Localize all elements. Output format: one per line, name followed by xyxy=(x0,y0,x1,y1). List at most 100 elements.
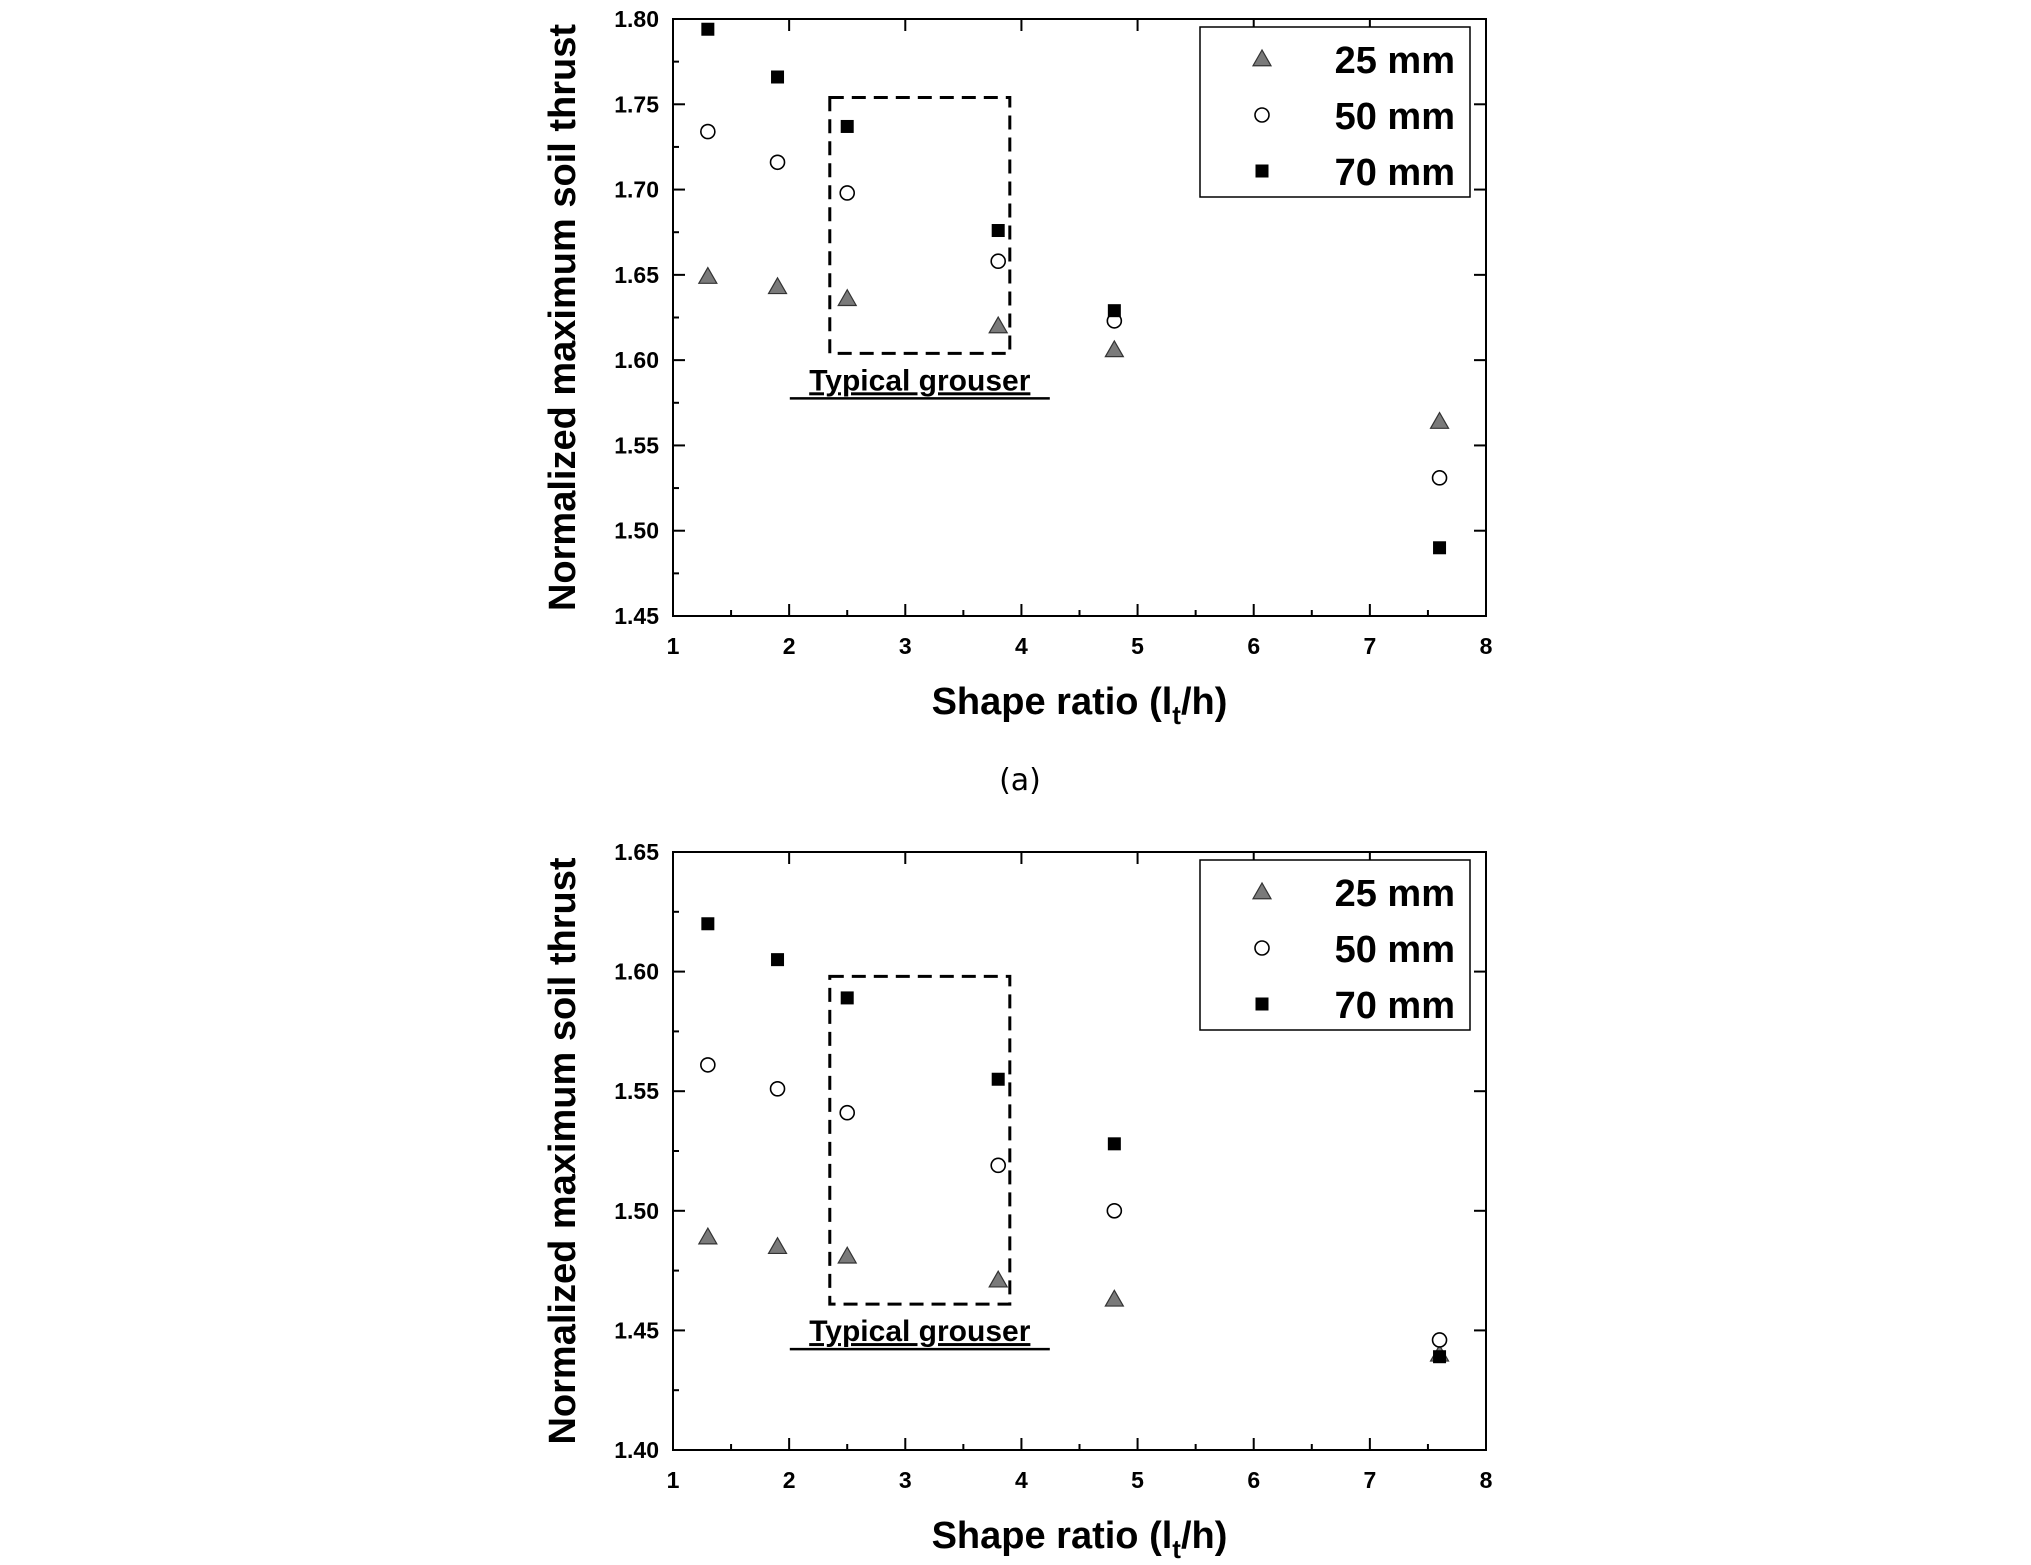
x-axis-title-sub: t xyxy=(1172,1534,1181,1564)
data-point xyxy=(1107,1137,1121,1151)
data-point xyxy=(769,1081,786,1097)
y-tick-label: 1.75 xyxy=(614,91,659,117)
x-tick-label: 7 xyxy=(1363,633,1376,659)
chart-panel-2: 1 2 3 4 5 6 7 8 1.40 1.45 1.50 1.55 1.60 1.65 Shape ra… xyxy=(542,839,1493,1564)
data-point xyxy=(700,123,716,140)
y-tick-label: 1.40 xyxy=(614,1437,659,1463)
x-tick-label: 3 xyxy=(899,1467,912,1493)
data-point xyxy=(1431,1332,1448,1348)
y-tick-label: 1.50 xyxy=(614,518,659,544)
legend-box xyxy=(1199,859,1471,1031)
data-point xyxy=(1104,1289,1125,1307)
x-tick-label: 7 xyxy=(1363,1467,1376,1493)
x-axis-title: Shape ratio (lt/h) xyxy=(932,1515,1228,1564)
data-point xyxy=(990,1157,1007,1174)
typical-grouser-label: Typical grouser xyxy=(809,1315,1031,1348)
data-point xyxy=(991,1072,1005,1086)
data-point xyxy=(988,315,1009,334)
x-axis-title: Shape ratio (lt/h) xyxy=(932,681,1228,730)
x-tick-label: 4 xyxy=(1015,633,1028,659)
data-point xyxy=(1431,470,1448,486)
series-50-mm xyxy=(700,1057,1448,1348)
series-25-mm xyxy=(697,1226,1450,1362)
data-point xyxy=(1106,1203,1123,1219)
legend-label: 25 mm xyxy=(1335,40,1455,82)
x-tick-label: 3 xyxy=(899,633,912,659)
data-point xyxy=(1429,411,1450,429)
data-point xyxy=(701,917,715,931)
y-tick-label: 1.60 xyxy=(614,959,659,985)
x-tick-label: 2 xyxy=(783,633,796,659)
x-axis-title-main: Shape ratio (l xyxy=(932,1515,1173,1557)
x-tick-label: 8 xyxy=(1480,1467,1493,1493)
x-tick-label: 5 xyxy=(1131,1467,1144,1493)
typical-grouser-box xyxy=(828,974,1012,1306)
data-point xyxy=(837,1246,858,1264)
y-tick-label: 1.70 xyxy=(614,177,659,203)
y-tick-label: 1.65 xyxy=(614,262,659,288)
legend-label: 25 mm xyxy=(1335,873,1455,915)
typical-grouser-box xyxy=(828,95,1012,355)
legend-marker xyxy=(1251,881,1273,900)
legend-marker xyxy=(1254,107,1270,123)
legend-label: 70 mm xyxy=(1335,985,1455,1027)
x-axis-title-end: /h) xyxy=(1181,1515,1227,1557)
y-tick-label: 1.65 xyxy=(614,839,659,865)
legend-marker xyxy=(1251,48,1273,67)
data-point xyxy=(767,276,788,295)
data-point xyxy=(839,1104,856,1121)
x-tick-label: 6 xyxy=(1247,1467,1260,1493)
x-axis-title-end: /h) xyxy=(1181,681,1227,723)
y-tick-label: 1.55 xyxy=(614,1078,659,1104)
x-tick-label: 8 xyxy=(1480,633,1493,659)
x-axis-title-main: Shape ratio (l xyxy=(932,681,1173,723)
data-point xyxy=(771,953,785,967)
legend-label: 50 mm xyxy=(1335,96,1455,138)
data-point xyxy=(990,253,1007,270)
data-point xyxy=(700,1057,716,1073)
data-point xyxy=(837,288,858,307)
legend-marker xyxy=(1255,997,1269,1011)
data-point xyxy=(1107,304,1121,318)
data-point xyxy=(1104,339,1125,358)
legend: 25 mm 50 mm 70 mm xyxy=(1199,26,1471,198)
data-point xyxy=(839,185,856,201)
panel-caption: (a) xyxy=(999,763,1041,798)
data-point xyxy=(840,991,854,1005)
data-point xyxy=(988,1269,1009,1288)
y-tick-label: 1.80 xyxy=(614,6,659,32)
series-70-mm xyxy=(701,917,1447,1364)
legend-marker xyxy=(1255,164,1269,178)
x-tick-label: 5 xyxy=(1131,633,1144,659)
data-point xyxy=(769,154,786,171)
series-25-mm xyxy=(697,266,1450,429)
data-point xyxy=(697,266,718,284)
y-tick-label: 1.60 xyxy=(614,347,659,373)
y-tick-label: 1.45 xyxy=(614,1317,659,1343)
series-50-mm xyxy=(700,123,1448,486)
chart-panel-1: 1 2 3 4 5 6 7 8 1.45 1.50 1.55 1.60 1.65 1.70 1.75 1.80… xyxy=(542,6,1493,798)
data-point xyxy=(1433,541,1447,555)
data-point xyxy=(1433,1350,1447,1364)
x-tick-label: 1 xyxy=(667,633,680,659)
x-tick-label: 1 xyxy=(667,1467,680,1493)
data-point xyxy=(701,22,715,36)
data-point xyxy=(840,119,854,133)
y-tick-label: 1.50 xyxy=(614,1198,659,1224)
x-tick-label: 2 xyxy=(783,1467,796,1493)
legend: 25 mm 50 mm 70 mm xyxy=(1199,859,1471,1031)
y-axis-title: Normalized maximum soil thrust xyxy=(542,857,584,1444)
legend-box xyxy=(1199,26,1471,198)
x-axis-title-sub: t xyxy=(1172,700,1181,730)
x-tick-label: 6 xyxy=(1247,633,1260,659)
legend-marker xyxy=(1254,940,1270,956)
legend-label: 70 mm xyxy=(1335,152,1455,194)
y-axis-title: Normalized maximum soil thrust xyxy=(542,24,584,611)
legend-label: 50 mm xyxy=(1335,929,1455,971)
data-point xyxy=(991,224,1005,238)
data-point xyxy=(767,1236,788,1255)
data-point xyxy=(771,70,785,84)
y-tick-label: 1.55 xyxy=(614,432,659,458)
series-70-mm xyxy=(701,22,1447,555)
